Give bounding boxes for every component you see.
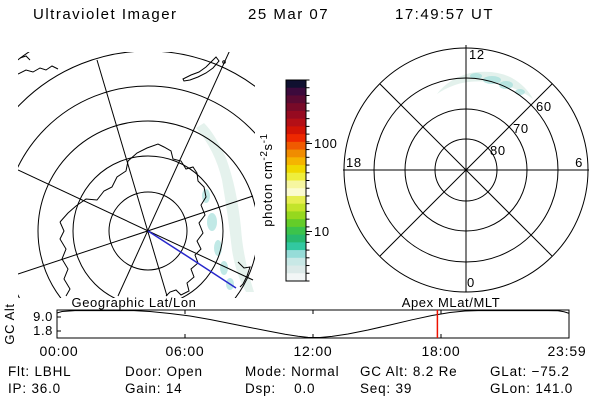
geo-grid-circles [18, 52, 255, 298]
alt-chart-frame [56, 309, 570, 339]
label-mlt-12: 12 [469, 47, 485, 62]
mlt-dial-panel: 12 18 6 0 60 70 80 [343, 45, 589, 293]
status-door: Door: Open [125, 364, 203, 379]
alt-strip-chart: 9.0 1.8 GC Alt 00:00 06:00 12:00 18:00 2… [2, 303, 586, 359]
status-mode: Mode: Normal [245, 364, 340, 379]
alt-x-axis-labels: 00:00 06:00 12:00 18:00 23:59 [39, 343, 586, 359]
xtick-0600: 06:00 [165, 343, 204, 359]
label-mlat-80: 80 [490, 143, 506, 158]
alt-ytick-top: 9.0 [33, 309, 53, 324]
status-flt: Flt: LBHL [8, 364, 72, 379]
alt-ytick-bottom: 1.8 [33, 323, 53, 338]
status-dsp: Dsp: 0.0 [245, 381, 316, 396]
app-title: Ultraviolet Imager [33, 6, 178, 23]
status-seq: Seq: 39 [360, 381, 413, 396]
geo-grid-meridians [18, 52, 254, 297]
label-mlt-6: 6 [575, 155, 583, 170]
xtick-1200: 12:00 [293, 343, 332, 359]
label-mlt-18: 18 [346, 155, 362, 170]
alt-chart-ticks [57, 310, 442, 338]
colorbar-tick-10: 10 [314, 224, 330, 239]
alt-curve [56, 310, 570, 339]
geo-map-panel [18, 52, 255, 298]
coastline [18, 55, 251, 297]
label-mlt-0: 0 [467, 275, 475, 290]
xtick-1800: 18:00 [421, 343, 460, 359]
alt-y-axis-label: GC Alt [2, 303, 17, 344]
colorbar-title: photon cm-2s-1 [259, 133, 275, 226]
status-gcalt: GC Alt: 8.2 Re [360, 364, 458, 379]
status-ip: IP: 36.0 [8, 381, 61, 396]
status-glat: GLat: −75.2 [490, 364, 570, 379]
xtick-0000: 00:00 [39, 343, 78, 359]
date-label: 25 Mar 07 [248, 6, 330, 23]
label-mlat-70: 70 [513, 121, 529, 136]
orbit-track-line [147, 230, 237, 289]
xtick-2359: 23:59 [547, 343, 586, 359]
status-glon: GLon: 141.0 [490, 381, 574, 396]
status-gain: Gain: 14 [125, 381, 183, 396]
colorbar-gradient [286, 80, 306, 282]
label-mlat-60: 60 [536, 99, 552, 114]
colorbar: 100 10 photon cm-2s-1 [259, 79, 338, 282]
colorbar-ticks [306, 79, 310, 282]
colorbar-tick-100: 100 [314, 136, 338, 151]
mlt-grid [343, 45, 589, 293]
geo-panel-caption: Geographic Lat/Lon [72, 295, 197, 310]
time-label: 17:49:57 UT [395, 6, 495, 23]
mlt-panel-caption: Apex MLat/MLT [402, 295, 501, 310]
